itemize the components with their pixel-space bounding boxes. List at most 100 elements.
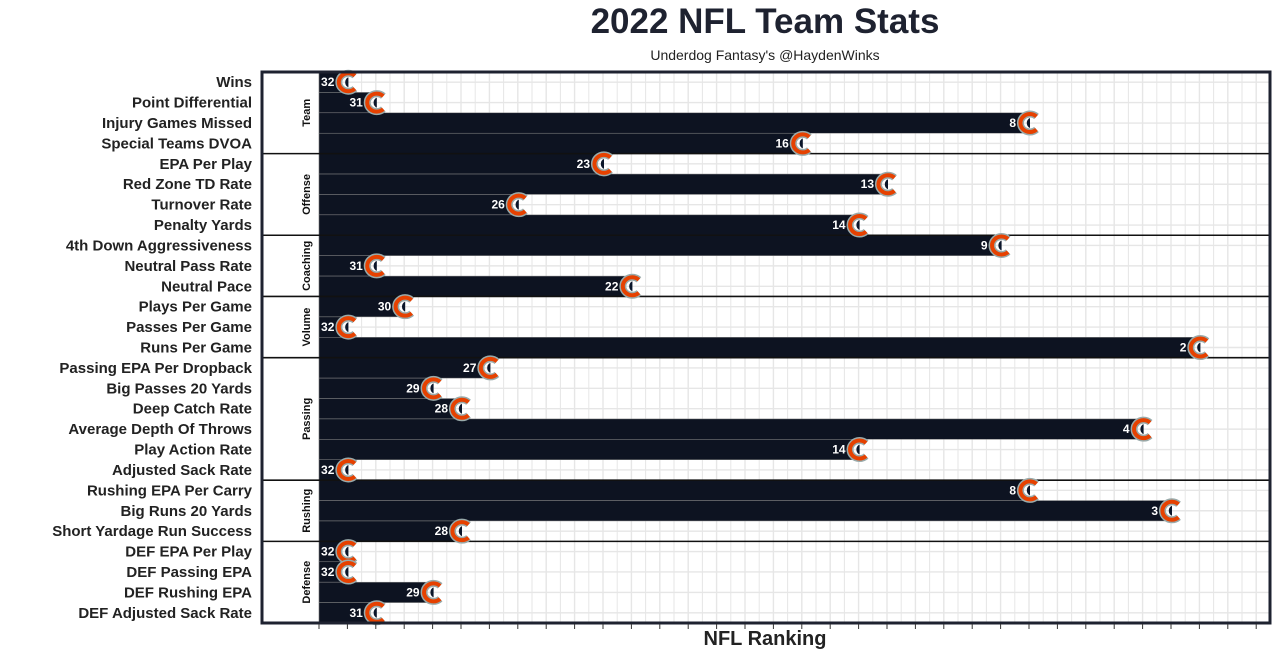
bears-logo-icon [590, 151, 613, 177]
bears-logo-icon [392, 294, 415, 320]
rank-label: 32 [321, 565, 335, 579]
bar [318, 173, 882, 195]
logo-c [1018, 112, 1038, 135]
logo-c [365, 91, 385, 114]
logo-inner [345, 546, 349, 557]
facet-label: Volume [301, 308, 313, 347]
category-label: 4th Down Aggressiveness [66, 237, 252, 254]
bears-logo-icon [1016, 110, 1039, 136]
logo-c [478, 356, 499, 379]
bears-logo-icon [988, 232, 1011, 258]
logo-c [336, 458, 357, 481]
rank-label: 32 [321, 320, 335, 334]
bar [318, 153, 598, 175]
bears-logo-icon [1130, 416, 1153, 442]
logo-inner [458, 403, 462, 414]
logo-c [507, 193, 527, 216]
logo-inner [345, 566, 349, 577]
bears-logo-icon [363, 600, 386, 626]
bears-logo-icon [846, 212, 869, 238]
category-label: Red Zone TD Rate [123, 176, 252, 193]
rank-label: 3 [1151, 504, 1158, 518]
logo-c [336, 560, 357, 583]
bears-logo-icon [789, 130, 812, 156]
logo-inner [345, 322, 349, 333]
category-label: DEF EPA Per Play [125, 544, 252, 561]
logo-c [450, 397, 470, 420]
logo-inner [373, 607, 377, 618]
bar [318, 357, 484, 379]
category-label: Runs Per Game [140, 340, 252, 357]
bears-logo-icon [505, 192, 528, 218]
logo-c [848, 214, 868, 237]
category-label: Penalty Yards [154, 217, 252, 234]
logo-c [450, 520, 470, 543]
facet-label: Team [301, 99, 313, 127]
category-label: DEF Passing EPA [126, 564, 252, 581]
category-label: DEF Adjusted Sack Rate [78, 605, 252, 622]
bar [318, 132, 797, 154]
logo-inner [345, 77, 349, 88]
facet-label: Defense [301, 561, 313, 604]
chart-title: 2022 NFL Team Stats [590, 2, 940, 41]
rank-label: 9 [981, 238, 988, 252]
rank-label: 28 [435, 524, 449, 538]
bears-logo-icon [619, 273, 642, 299]
bar [318, 337, 1194, 358]
rank-label: 13 [861, 177, 875, 191]
bears-logo-icon [363, 253, 386, 279]
logo-c [393, 295, 414, 318]
rank-label: 32 [321, 463, 335, 477]
rank-label: 31 [349, 606, 363, 620]
logo-inner [401, 301, 406, 312]
logo-inner [345, 464, 349, 475]
logo-inner [1197, 342, 1201, 353]
facet-label: Offense [301, 174, 313, 215]
category-label: Passes Per Game [126, 319, 252, 336]
logo-inner [600, 158, 604, 169]
category-label: Big Passes 20 Yards [106, 380, 252, 397]
rank-label: 4 [1123, 422, 1130, 436]
rank-label: 23 [577, 157, 591, 171]
rank-label: 8 [1009, 116, 1016, 130]
bar [318, 194, 513, 216]
logo-c [1160, 499, 1180, 522]
logo-inner [629, 281, 633, 292]
logo-inner [487, 362, 491, 373]
bears-logo-icon [477, 355, 500, 381]
logo-c [620, 275, 641, 298]
facet-label: Coaching [301, 241, 313, 291]
category-label: Average Depth Of Throws [68, 421, 252, 438]
chart-subtitle: Underdog Fantasy's @HaydenWinks [650, 47, 880, 63]
bears-logo-icon [448, 518, 471, 544]
rank-label: 26 [491, 198, 505, 212]
rank-label: 29 [406, 381, 420, 395]
rank-label: 22 [605, 279, 619, 293]
rank-label: 16 [775, 136, 789, 150]
logo-c [365, 254, 385, 277]
bar [318, 275, 626, 297]
bar [318, 418, 1137, 440]
bears-logo-icon [363, 90, 386, 116]
bar [318, 500, 1166, 522]
logo-c [1018, 479, 1038, 502]
logo-inner [515, 199, 519, 210]
logo-c [422, 377, 442, 400]
category-label: Wins [216, 74, 252, 91]
logo-inner [430, 587, 434, 598]
rank-label: 28 [435, 402, 449, 416]
logo-c [1188, 336, 1209, 359]
bears-logo-icon [874, 171, 897, 197]
logo-c [990, 234, 1010, 257]
bears-logo-icon [420, 375, 443, 401]
category-label: Big Runs 20 Yards [121, 503, 252, 520]
logo-c [422, 581, 442, 604]
logo-c [876, 173, 896, 196]
logo-c [1132, 418, 1152, 441]
category-label: Turnover Rate [151, 197, 252, 214]
bar [318, 235, 995, 256]
x-axis-label: NFL Ranking [703, 628, 827, 650]
bar [318, 112, 1024, 134]
rank-label: 14 [832, 443, 846, 457]
logo-inner [884, 179, 888, 190]
